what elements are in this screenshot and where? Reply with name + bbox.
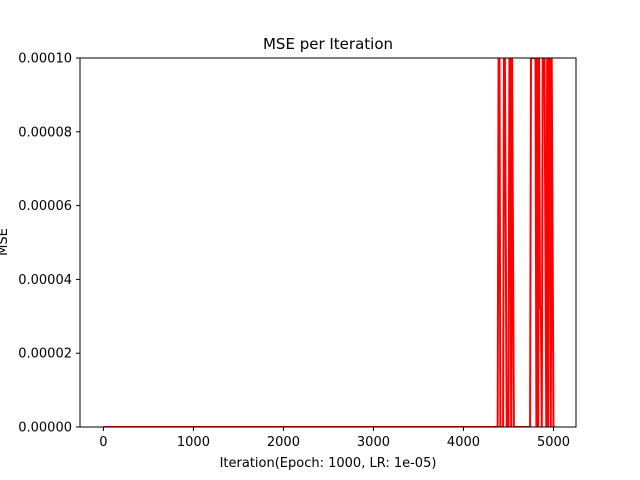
- y-tick-label: 0.00000: [18, 421, 72, 436]
- x-tick-label: 4000: [447, 435, 480, 450]
- mse-series-line: [103, 58, 555, 427]
- x-tick-label: 0: [99, 435, 107, 450]
- y-axis: 0.00000 0.00002 0.00004 0.00006 0.00008 0.000…: [18, 52, 80, 436]
- y-tick-label: 0.00008: [18, 125, 72, 140]
- x-tick-label: 2000: [267, 435, 300, 450]
- y-tick-label: 0.00002: [18, 347, 72, 362]
- y-tick-label: 0.00004: [18, 273, 72, 288]
- y-tick-label: 0.00006: [18, 199, 72, 214]
- x-axis: 0 1000 2000 3000 4000 5000: [99, 427, 570, 450]
- x-tick-label: 3000: [357, 435, 390, 450]
- x-tick-label: 1000: [177, 435, 210, 450]
- y-axis-label: MSE: [0, 228, 11, 256]
- x-axis-label: Iteration(Epoch: 1000, LR: 1e-05): [220, 456, 437, 471]
- chart-title: MSE per Iteration: [263, 35, 393, 53]
- plot-frame: [79, 57, 577, 428]
- plot-area: [103, 58, 555, 427]
- y-tick-label: 0.00010: [18, 52, 72, 67]
- x-tick-label: 5000: [537, 435, 570, 450]
